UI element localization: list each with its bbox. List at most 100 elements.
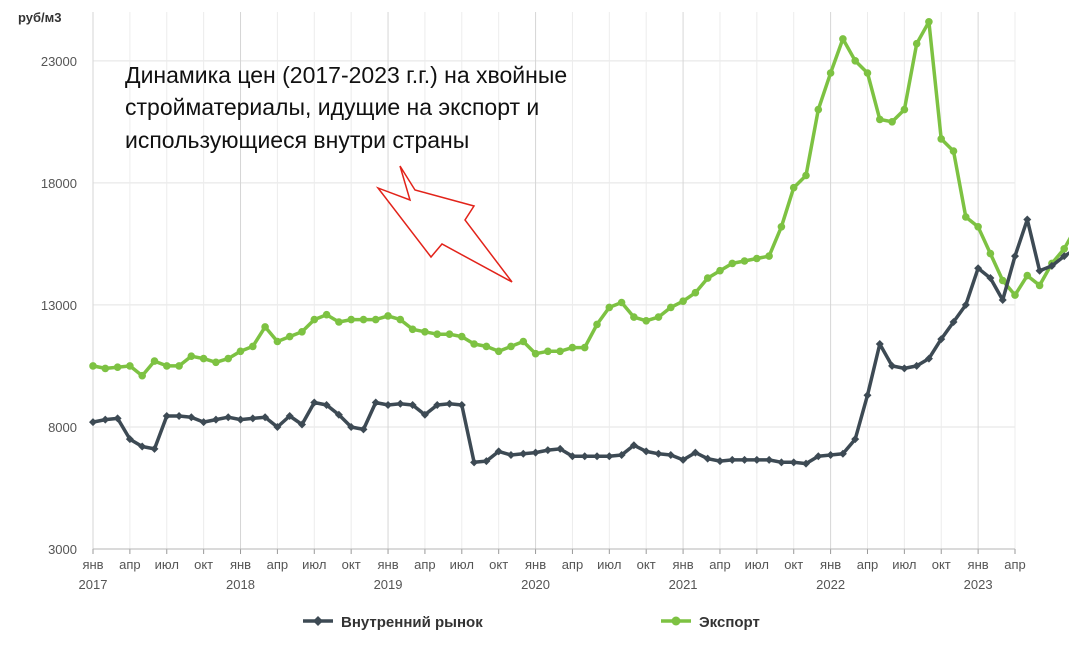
data-point <box>249 342 257 351</box>
data-point <box>273 422 282 431</box>
data-point <box>924 354 933 363</box>
data-point <box>826 451 835 460</box>
data-point <box>420 410 429 419</box>
data-point <box>986 274 995 283</box>
data-point <box>519 449 528 458</box>
series-domestic <box>89 215 1069 468</box>
data-point <box>212 358 220 367</box>
data-point <box>728 455 737 464</box>
data-point <box>445 399 454 408</box>
data-point <box>765 252 773 260</box>
data-point <box>371 398 380 407</box>
data-point <box>580 452 589 461</box>
data-point <box>384 400 393 409</box>
data-point <box>667 303 675 312</box>
data-point <box>261 323 269 331</box>
legend: Внутренний рынок Экспорт <box>303 614 760 631</box>
data-point <box>888 118 896 126</box>
x-tick-label: июл <box>302 557 326 572</box>
series-export <box>89 18 1069 380</box>
data-point <box>335 318 343 326</box>
data-point <box>494 347 503 356</box>
data-point <box>310 315 319 324</box>
x-tick-label: янв <box>82 557 103 572</box>
data-point <box>912 361 921 370</box>
data-point <box>470 340 478 348</box>
data-point <box>1060 245 1068 253</box>
data-point <box>334 410 343 419</box>
data-point <box>826 69 835 77</box>
data-point <box>568 452 577 461</box>
data-point <box>470 458 479 467</box>
x-tick-label: июл <box>745 557 769 572</box>
x-tick-label: окт <box>637 557 656 572</box>
legend-item-export: Экспорт <box>661 614 760 631</box>
data-point <box>851 57 859 65</box>
x-tick-label: июл <box>597 557 621 572</box>
data-point <box>199 418 208 427</box>
data-point <box>998 276 1007 285</box>
data-point <box>556 444 565 453</box>
data-point <box>261 413 270 422</box>
data-point <box>347 422 356 431</box>
data-point <box>912 39 921 48</box>
legend-label-domestic: Внутренний рынок <box>341 614 483 631</box>
x-year-label: 2023 <box>964 577 993 592</box>
data-point <box>888 361 897 370</box>
data-point <box>163 362 171 370</box>
data-point <box>900 105 909 114</box>
legend-label-export: Экспорт <box>699 614 760 631</box>
data-point <box>187 352 196 361</box>
x-tick-label: апр <box>709 557 731 572</box>
data-point <box>838 449 847 458</box>
data-point <box>162 411 171 420</box>
data-point <box>974 223 982 231</box>
data-point <box>1035 266 1044 275</box>
data-point <box>199 354 208 363</box>
data-point <box>507 342 515 351</box>
x-year-label: 2019 <box>374 577 403 592</box>
x-tick-label: окт <box>784 557 803 572</box>
data-point <box>482 457 491 466</box>
data-point <box>998 296 1007 305</box>
data-point <box>593 452 602 461</box>
data-point <box>113 414 122 423</box>
data-point <box>126 362 134 370</box>
data-point <box>703 274 712 282</box>
data-point <box>617 298 626 307</box>
x-year-label: 2022 <box>816 577 845 592</box>
data-point <box>433 330 442 339</box>
data-point <box>839 35 847 43</box>
chart-title-line-2: стройматериалы, идущие на экспорт и <box>125 94 539 120</box>
data-point <box>248 414 257 423</box>
data-point <box>384 312 392 320</box>
data-point <box>716 266 724 275</box>
data-point <box>1023 271 1032 280</box>
data-point <box>359 425 368 434</box>
x-tick-label: апр <box>857 557 879 572</box>
series-line <box>91 217 1069 466</box>
data-point <box>285 411 294 420</box>
data-point <box>556 347 564 356</box>
chart-title-line-1: Динамика цен (2017-2023 г.г.) на хвойные <box>125 62 567 88</box>
data-point <box>654 449 663 458</box>
x-tick-label: янв <box>820 557 841 572</box>
data-point <box>421 328 429 336</box>
arrow-shape <box>375 165 513 283</box>
x-tick-label: июл <box>155 557 179 572</box>
x-tick-label: янв <box>377 557 398 572</box>
x-tick-label: окт <box>932 557 951 572</box>
data-point <box>125 435 134 444</box>
data-point <box>187 413 196 422</box>
data-point <box>642 447 651 456</box>
grid <box>92 12 1016 550</box>
data-point <box>925 18 933 26</box>
y-axis-unit-label: руб/м3 <box>18 10 62 25</box>
x-year-label: 2021 <box>669 577 698 592</box>
data-point <box>458 332 466 341</box>
data-point <box>371 315 380 324</box>
data-point <box>519 337 528 346</box>
data-point <box>544 347 552 356</box>
data-point <box>568 343 577 352</box>
data-point <box>851 435 860 444</box>
